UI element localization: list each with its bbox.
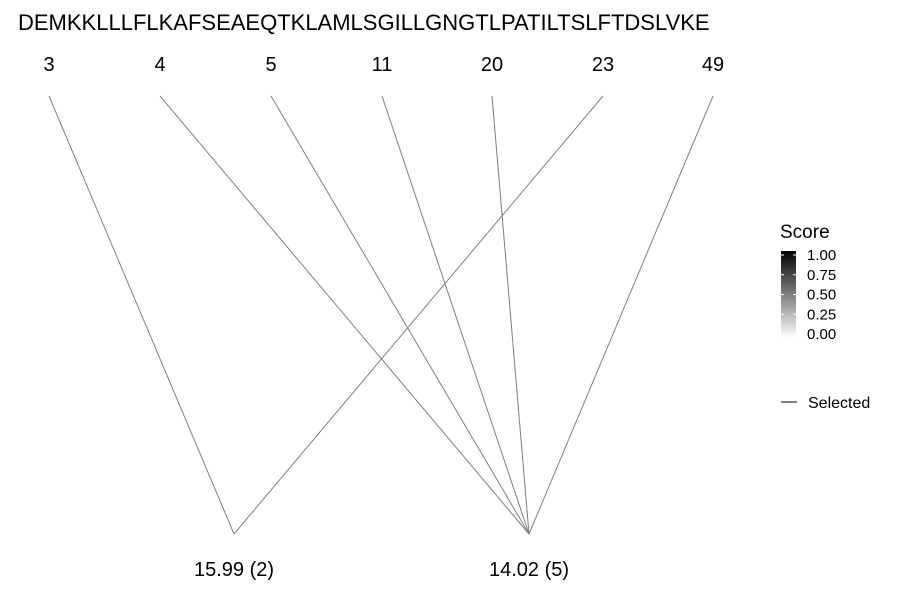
link-line — [159, 95, 530, 535]
legend-tick-label: 0.00 — [807, 326, 836, 343]
link-line — [381, 95, 530, 535]
position-label: 3 — [43, 54, 54, 76]
position-label: 49 — [702, 54, 724, 76]
position-label: 23 — [592, 54, 614, 76]
link-line — [528, 95, 714, 535]
link-line — [491, 95, 530, 535]
link-line — [48, 95, 235, 535]
legend-title: Score — [780, 222, 830, 243]
link-line — [233, 95, 604, 535]
score-legend: Score 1.00 0.75 0.50 0.25 0.00 Selected — [780, 222, 870, 412]
position-label: 11 — [372, 54, 393, 76]
legend-tick-label: 0.50 — [807, 287, 836, 304]
position-label: 20 — [481, 54, 503, 76]
legend-tick-label: 0.25 — [807, 306, 836, 323]
peptide-sequence: DEMKKLLLFLKAFSEAEQTKLAMLSGILLGNGTLPATILT… — [18, 10, 710, 35]
mass-label: 14.02 (5) — [489, 559, 569, 581]
legend-ticks: 1.00 0.75 0.50 0.25 0.00 — [781, 247, 836, 343]
position-label: 5 — [265, 54, 276, 76]
links-group — [48, 95, 714, 535]
selected-legend-label: Selected — [808, 395, 870, 412]
position-labels: 3 4 5 11 20 23 49 — [43, 54, 724, 76]
legend-tick-label: 1.00 — [807, 247, 836, 264]
score-colorbar — [781, 251, 796, 338]
link-line — [270, 95, 530, 535]
legend-tick-label: 0.75 — [807, 267, 836, 284]
position-label: 4 — [154, 54, 165, 76]
mass-labels: 15.99 (2) 14.02 (5) — [194, 559, 569, 581]
mass-label: 15.99 (2) — [194, 559, 274, 581]
